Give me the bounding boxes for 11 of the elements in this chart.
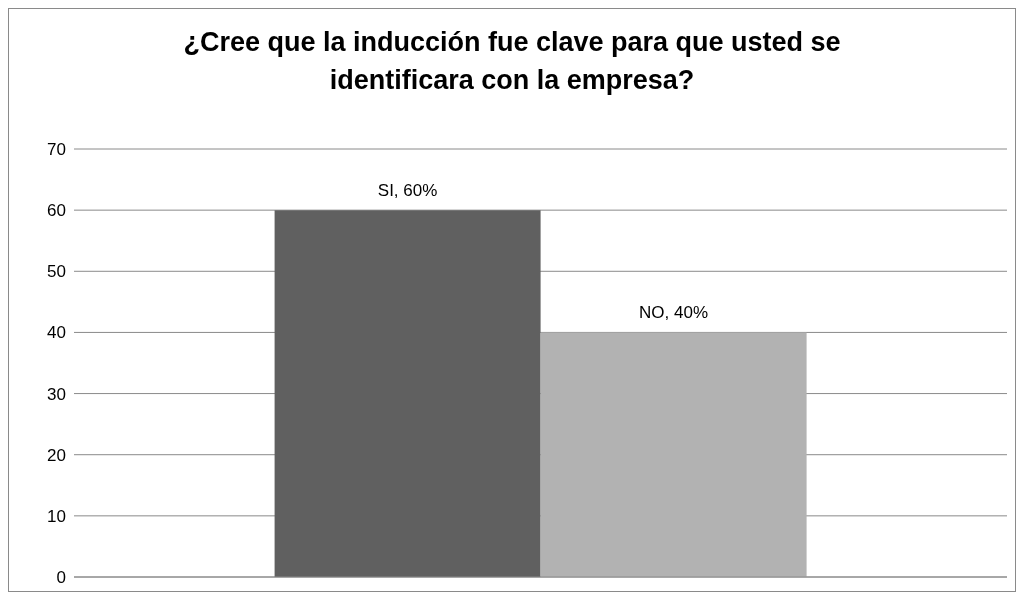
y-tick-label: 60 — [47, 201, 66, 221]
y-tick-label: 70 — [47, 140, 66, 160]
y-tick-label: 30 — [47, 384, 66, 404]
data-label: NO, 40% — [639, 303, 709, 323]
y-tick-label: 10 — [47, 506, 66, 526]
chart-title: ¿Cree que la inducción fue clave para que usted se identificara con la empresa? — [182, 26, 842, 97]
y-tick-label: 40 — [47, 323, 66, 343]
y-tick-label: 0 — [56, 568, 66, 588]
data-label: SI, 60% — [377, 181, 438, 201]
y-tick-label: 20 — [47, 445, 66, 465]
y-tick-label: 50 — [47, 262, 66, 282]
